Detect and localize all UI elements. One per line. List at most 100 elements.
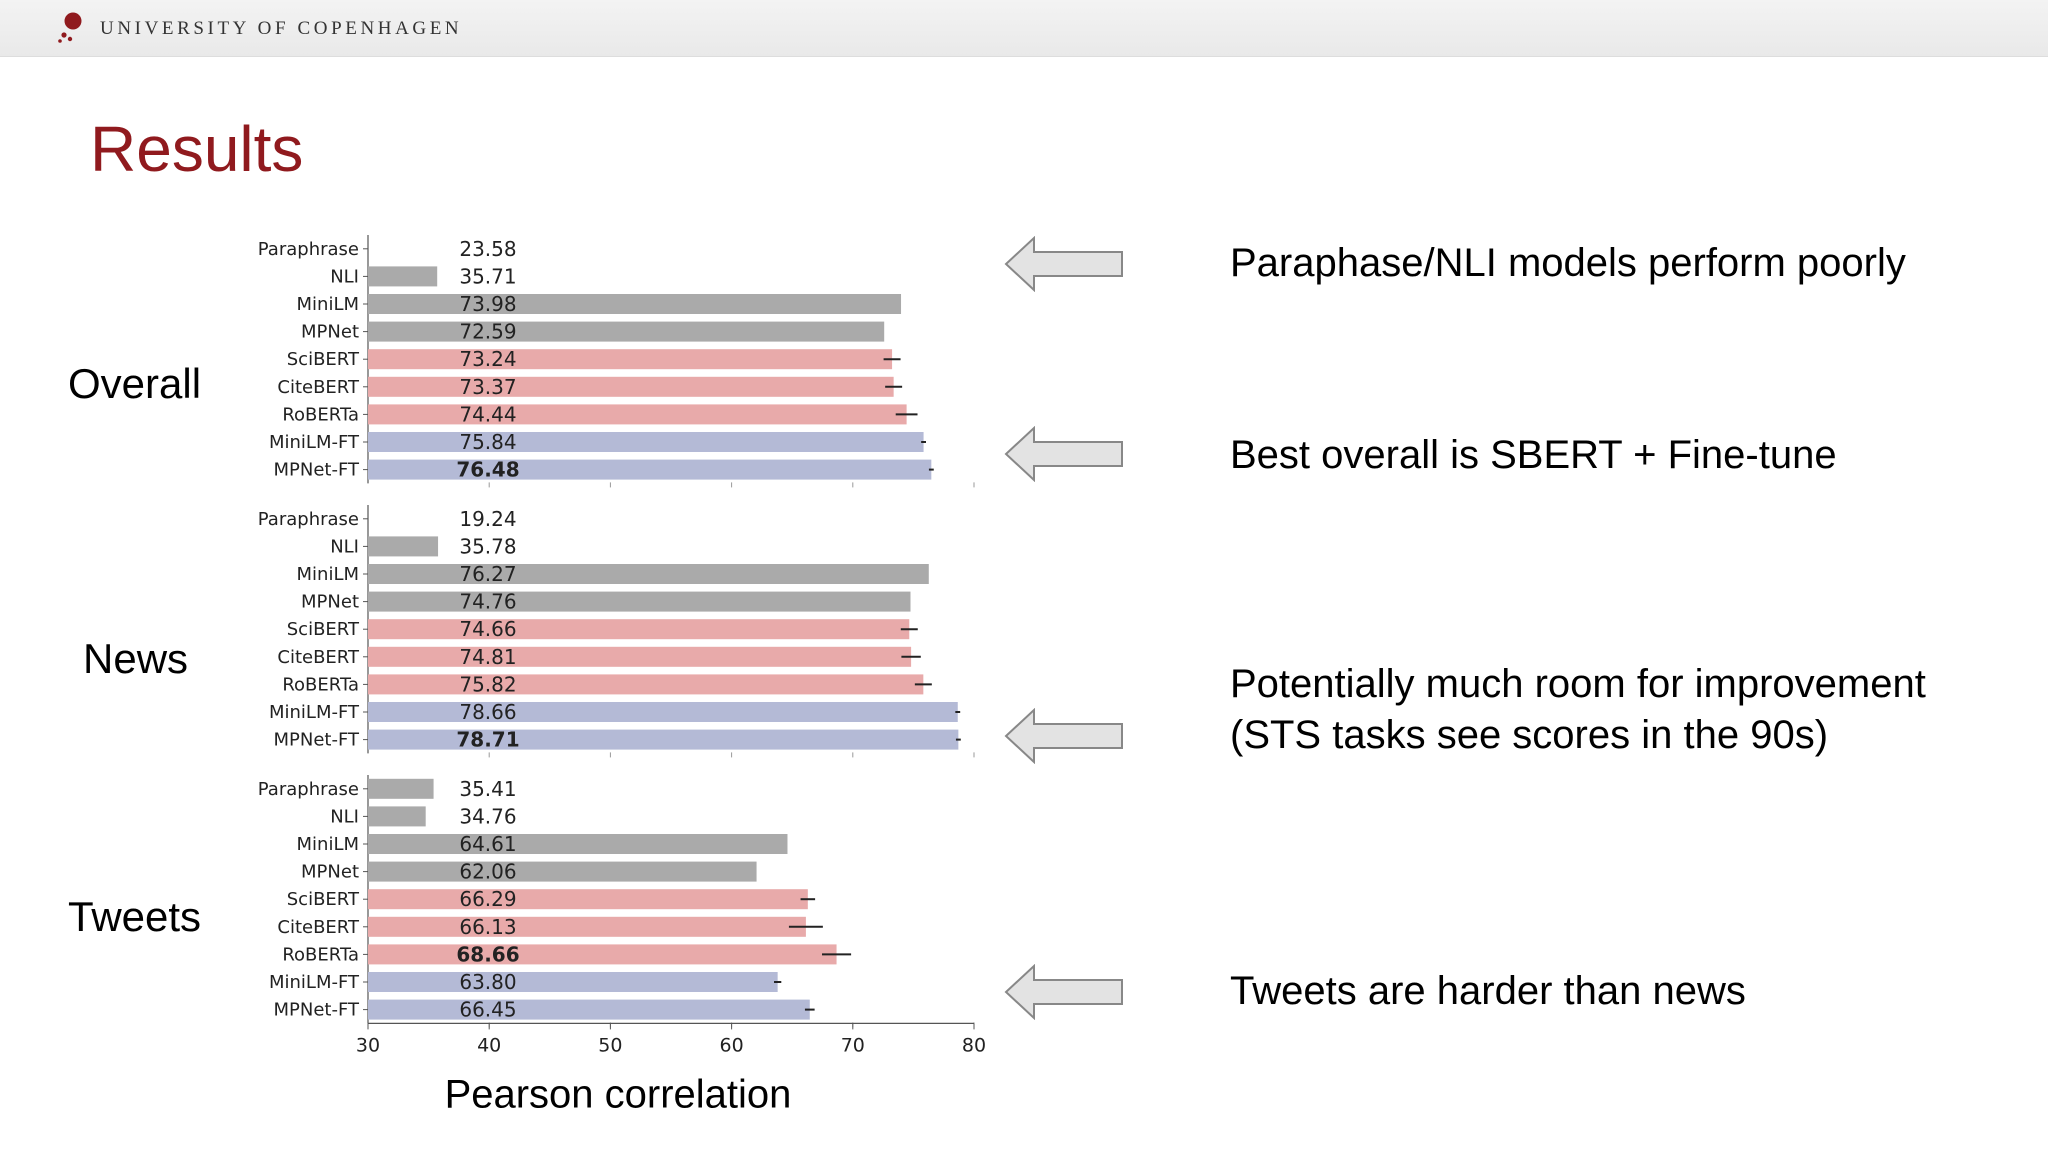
bar <box>368 702 958 722</box>
category-label: Paraphrase <box>258 509 359 530</box>
category-label: MPNet-FT <box>273 460 360 481</box>
value-label: 35.71 <box>459 264 516 288</box>
group-label-overall: Overall <box>68 360 202 407</box>
x-tick-label: 70 <box>841 1034 865 1056</box>
category-label: CiteBERT <box>277 377 360 398</box>
category-label: NLI <box>330 266 359 287</box>
value-label: 73.98 <box>459 292 516 316</box>
bar <box>368 591 911 612</box>
bar <box>368 916 806 937</box>
category-label: MiniLM <box>297 564 360 585</box>
category-label: Paraphrase <box>258 239 359 260</box>
annotation-paraphrase-nli: Paraphase/NLI models perform poorly <box>1230 241 1906 285</box>
category-label: NLI <box>330 536 359 557</box>
annotation-best-overall: Best overall is SBERT + Fine-tune <box>1230 433 1837 477</box>
category-label: SciBERT <box>287 889 360 910</box>
bar <box>368 349 893 370</box>
category-label: MPNet-FT <box>273 1000 360 1021</box>
value-label: 62.06 <box>459 860 516 884</box>
value-label: 76.48 <box>456 458 519 482</box>
value-label: 66.13 <box>459 915 516 939</box>
bar <box>368 889 808 910</box>
bar <box>368 999 810 1020</box>
value-label: 76.27 <box>459 562 516 586</box>
value-label: 75.84 <box>459 430 516 454</box>
slide-title: Results <box>90 113 304 185</box>
x-tick-label: 40 <box>477 1034 501 1056</box>
value-label: 66.29 <box>459 887 516 911</box>
group-label-tweets: Tweets <box>68 893 202 940</box>
category-label: CiteBERT <box>277 917 360 938</box>
x-tick-label: 80 <box>962 1034 986 1056</box>
bar <box>368 972 778 992</box>
left-arrow-icon <box>1004 708 1123 764</box>
bar <box>368 674 924 695</box>
value-label: 78.66 <box>459 700 516 724</box>
category-label: SciBERT <box>287 349 360 370</box>
value-label: 74.76 <box>459 590 516 614</box>
bar <box>368 806 426 827</box>
value-label: 74.44 <box>459 402 516 426</box>
bar <box>368 778 434 799</box>
x-tick-label: 50 <box>598 1034 622 1056</box>
category-label: MPNet <box>301 322 359 343</box>
bar <box>368 321 885 342</box>
bar <box>368 619 910 640</box>
value-label: 23.58 <box>459 237 516 261</box>
bar <box>368 536 439 557</box>
header-bar: UNIVERSITY OF COPENHAGEN <box>0 0 2048 57</box>
annotation-tweets-harder: Tweets are harder than news <box>1230 969 1746 1013</box>
value-label: 64.61 <box>459 832 516 856</box>
bar <box>368 294 902 314</box>
category-label: MiniLM-FT <box>269 702 360 723</box>
value-label: 63.80 <box>459 970 516 994</box>
value-label: 68.66 <box>456 942 519 966</box>
category-label: SciBERT <box>287 619 360 640</box>
bar <box>368 944 837 965</box>
x-tick-label: 30 <box>356 1034 380 1056</box>
bar <box>368 729 959 750</box>
bar <box>368 266 438 287</box>
category-label: RoBERTa <box>282 404 359 425</box>
value-label: 34.76 <box>459 804 516 828</box>
category-label: MPNet <box>301 592 359 613</box>
category-label: MPNet-FT <box>273 730 360 751</box>
value-label: 75.82 <box>459 672 516 696</box>
category-label: MiniLM-FT <box>269 432 360 453</box>
category-label: NLI <box>330 806 359 827</box>
group-label-news: News <box>83 635 189 682</box>
bar <box>368 834 788 854</box>
annotation-room-for-improvement: Potentially much room for improvement (S… <box>1230 662 1926 757</box>
value-label: 78.71 <box>456 728 519 752</box>
value-label: 73.24 <box>459 347 516 371</box>
value-label: 35.78 <box>459 534 516 558</box>
value-label: 72.59 <box>459 320 516 344</box>
value-label: 35.41 <box>459 777 516 801</box>
category-label: MPNet <box>301 862 359 883</box>
bar <box>368 564 929 584</box>
x-axis-label: Pearson correlation <box>445 1072 792 1116</box>
value-label: 73.37 <box>459 375 516 399</box>
bar <box>368 404 907 425</box>
value-label: 19.24 <box>459 507 516 531</box>
category-label: MiniLM <box>297 294 360 315</box>
left-arrow-icon <box>1004 964 1123 1020</box>
bar <box>368 861 757 882</box>
category-label: MiniLM <box>297 834 360 855</box>
category-label: RoBERTa <box>282 944 359 965</box>
category-label: Paraphrase <box>258 779 359 800</box>
bar <box>368 646 912 667</box>
bar <box>368 376 894 397</box>
value-label: 66.45 <box>459 998 516 1022</box>
category-label: MiniLM-FT <box>269 972 360 993</box>
category-label: RoBERTa <box>282 674 359 695</box>
left-arrow-icon <box>1004 426 1123 482</box>
category-label: CiteBERT <box>277 647 360 668</box>
value-label: 74.66 <box>459 617 516 641</box>
x-tick-label: 60 <box>720 1034 744 1056</box>
university-logo-icon <box>58 12 82 43</box>
value-label: 74.81 <box>459 645 516 669</box>
left-arrow-icon <box>1004 236 1123 292</box>
university-name: UNIVERSITY OF COPENHAGEN <box>100 18 463 39</box>
